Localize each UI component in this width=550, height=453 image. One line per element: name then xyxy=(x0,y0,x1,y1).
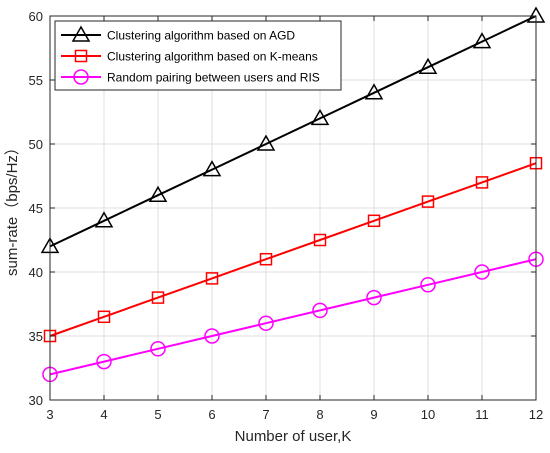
data-point xyxy=(474,264,490,280)
y-tick-label: 30 xyxy=(29,393,43,408)
x-tick-label: 6 xyxy=(208,407,215,422)
data-point xyxy=(151,291,165,304)
x-tick-label: 3 xyxy=(46,407,53,422)
x-tick-label: 7 xyxy=(262,407,269,422)
data-point xyxy=(310,108,330,126)
data-point xyxy=(259,252,273,266)
legend-label: Clustering algorithm based on AGD xyxy=(107,29,295,43)
legend-marker xyxy=(73,69,89,85)
x-tick-label: 4 xyxy=(100,407,107,422)
data-point xyxy=(313,233,327,247)
data-point xyxy=(96,353,112,370)
data-point xyxy=(94,211,114,228)
series-triangle xyxy=(40,6,546,254)
data-point xyxy=(472,32,492,49)
data-point xyxy=(364,83,384,100)
legend-marker xyxy=(74,49,88,63)
legend: Clustering algorithm based on AGD Cluster… xyxy=(54,20,342,91)
series-square xyxy=(43,156,543,343)
y-tick-label: 35 xyxy=(29,329,43,344)
legend-item: Clustering algorithm based on K-means xyxy=(61,50,318,64)
y-tick-label: 45 xyxy=(29,201,43,216)
data-point xyxy=(421,195,435,208)
x-tick-label: 8 xyxy=(316,407,323,422)
y-tick-label: 60 xyxy=(29,9,43,24)
data-point xyxy=(97,310,111,324)
data-point xyxy=(204,328,220,344)
y-axis-label: sum-rate（bps/Hz） xyxy=(4,140,21,276)
y-tick-label: 40 xyxy=(29,265,43,280)
y-tick-label: 50 xyxy=(29,137,43,152)
series-line xyxy=(49,162,537,337)
legend-label: Random pairing between users and RIS xyxy=(107,71,320,85)
x-tick-label: 9 xyxy=(370,407,377,422)
legend-marker xyxy=(71,25,91,42)
legend-box xyxy=(54,20,342,91)
data-point xyxy=(475,176,489,189)
data-point xyxy=(256,134,276,151)
y-tick-label: 55 xyxy=(29,73,43,88)
x-tick-label: 10 xyxy=(421,407,435,422)
series-line xyxy=(49,15,537,248)
legend-item: Clustering algorithm based on AGD xyxy=(61,25,295,43)
data-point xyxy=(202,160,222,177)
x-tick-label: 12 xyxy=(529,407,543,422)
data-point xyxy=(148,185,168,202)
x-tick-label: 5 xyxy=(154,407,161,422)
data-point xyxy=(150,341,166,357)
legend-item: Random pairing between users and RIS xyxy=(61,69,320,85)
series-group xyxy=(40,6,546,383)
data-point xyxy=(312,302,328,319)
legend-label: Clustering algorithm based on K-means xyxy=(107,50,318,64)
x-axis-label: Number of user,K xyxy=(235,428,352,445)
series-line xyxy=(49,258,537,376)
data-point xyxy=(205,272,219,285)
data-point xyxy=(258,315,274,331)
data-point xyxy=(418,57,438,74)
data-point xyxy=(366,289,382,306)
data-point xyxy=(367,214,381,228)
x-tick-label: 11 xyxy=(475,407,489,422)
data-point xyxy=(420,277,436,293)
